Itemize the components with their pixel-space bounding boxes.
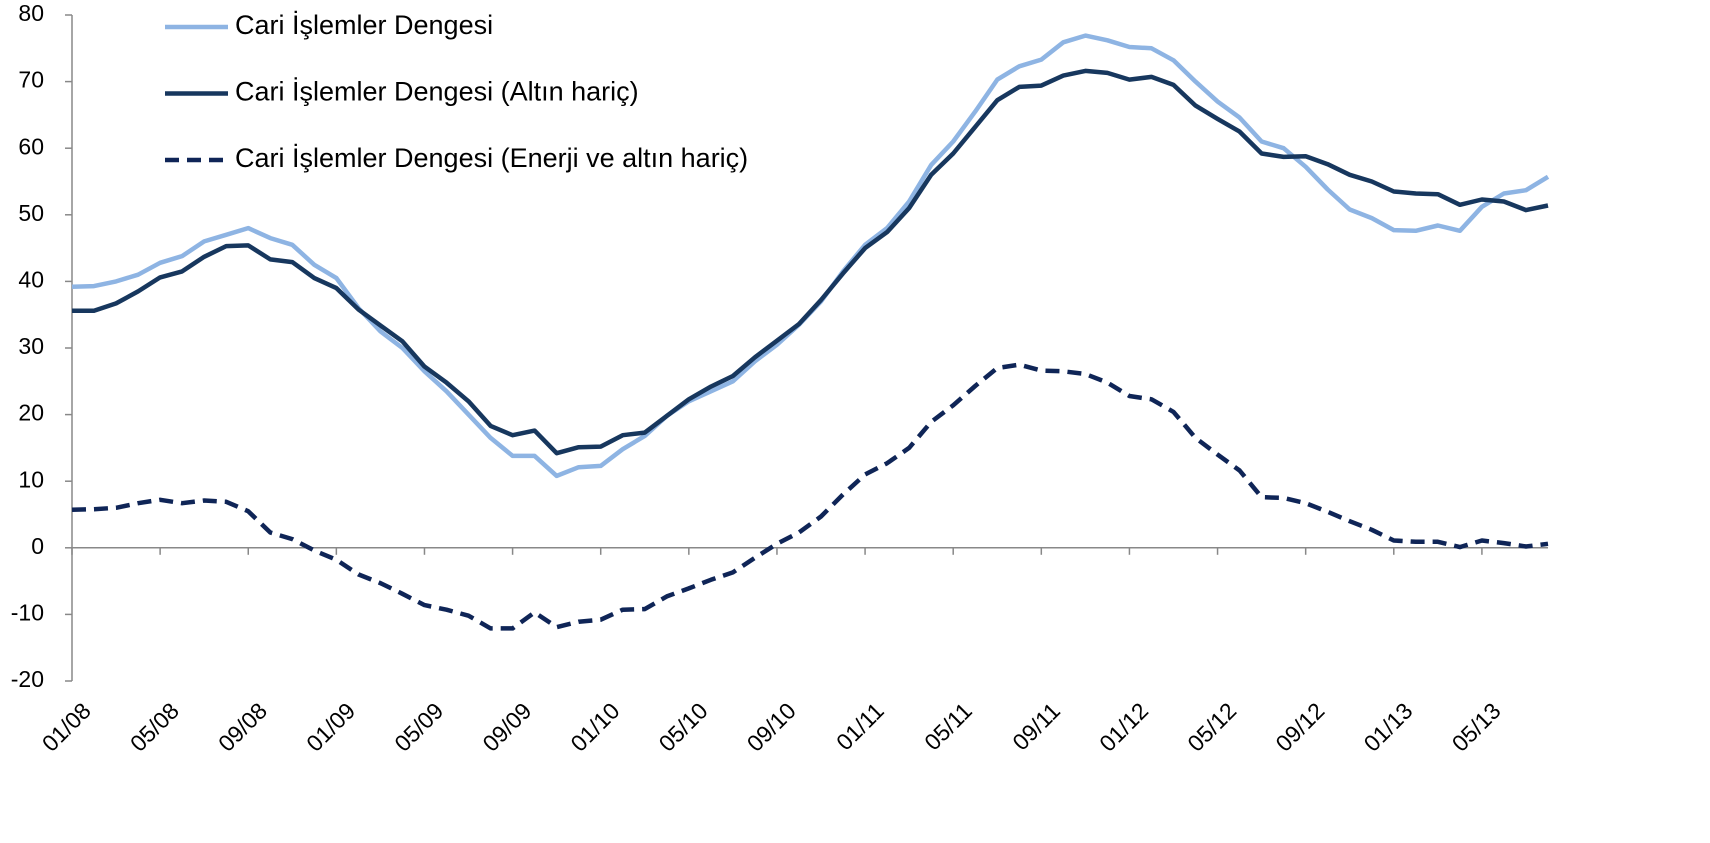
legend-label: Cari İşlemler Dengesi (235, 9, 493, 40)
y-tick-label: 40 (18, 266, 44, 292)
x-tick-label: 09/10 (742, 697, 801, 756)
legend-label: Cari İşlemler Dengesi (Enerji ve altın h… (235, 142, 748, 173)
y-tick-label: 30 (18, 333, 44, 359)
x-tick-label: 01/09 (301, 697, 360, 756)
x-tick-label: 09/09 (477, 697, 536, 756)
y-tick-label: 60 (18, 133, 44, 159)
x-tick-label: 01/12 (1094, 697, 1153, 756)
y-tick-label: 80 (18, 0, 44, 26)
x-tick-label: 09/08 (213, 697, 272, 756)
y-tick-label: 70 (18, 67, 44, 93)
y-tick-label: 20 (18, 400, 44, 426)
x-tick-label: 01/10 (565, 697, 624, 756)
x-tick-label: 09/12 (1270, 697, 1329, 756)
y-tick-label: -20 (11, 666, 44, 692)
x-tick-label: 05/08 (125, 697, 184, 756)
x-tick-label: 05/13 (1447, 697, 1506, 756)
x-tick-label: 05/09 (389, 697, 448, 756)
x-tick-label: 05/12 (1182, 697, 1241, 756)
y-tick-label: 50 (18, 200, 44, 226)
x-tick-label: 05/11 (919, 697, 977, 755)
series-line (72, 68, 1549, 456)
y-tick-label: 0 (31, 533, 44, 559)
x-tick-label: 01/11 (831, 697, 889, 755)
x-tick-label: 05/10 (654, 697, 713, 756)
x-tick-label: 01/08 (37, 697, 96, 756)
y-tick-label: -10 (11, 599, 44, 625)
series-line (71, 362, 1549, 631)
legend-label: Cari İşlemler Dengesi (Altın hariç) (235, 76, 639, 107)
x-tick-label: 01/13 (1359, 697, 1418, 756)
y-tick-label: 10 (18, 466, 44, 492)
x-tick-label: 09/11 (1007, 697, 1065, 755)
